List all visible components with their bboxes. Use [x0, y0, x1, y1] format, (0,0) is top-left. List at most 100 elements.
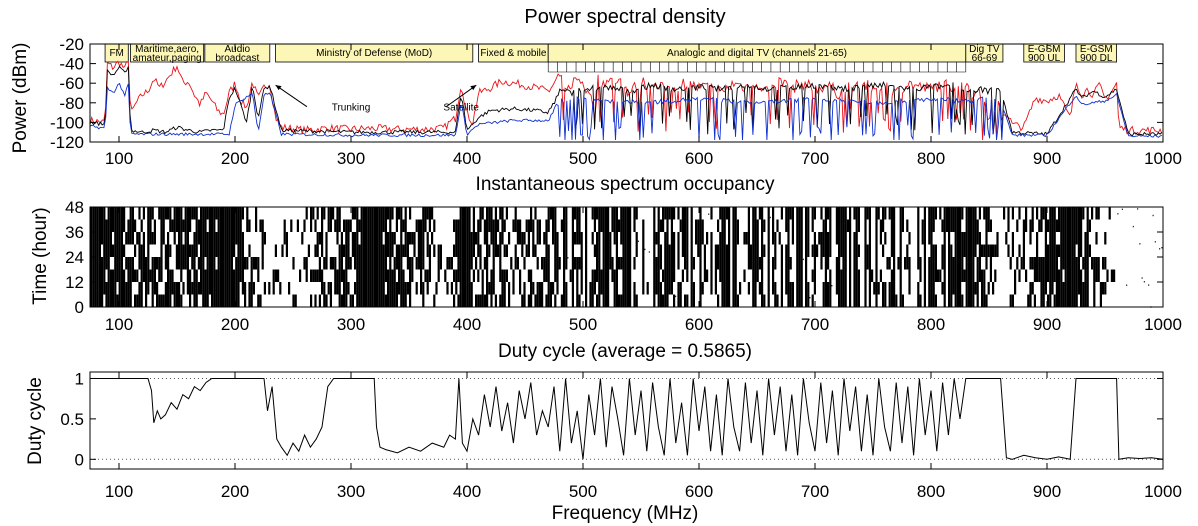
occupancy-cell: [1080, 269, 1083, 282]
occupancy-cell: [677, 207, 680, 220]
occupancy-cell: [684, 257, 687, 270]
duty-xtick-label: 900: [1033, 482, 1061, 501]
occupancy-cell: [250, 282, 253, 295]
occupancy-cell: [351, 207, 354, 220]
occupancy-cell: [162, 232, 165, 245]
occupancy-speck: [1121, 208, 1123, 210]
occupancy-cell: [780, 257, 783, 270]
occupancy-cell: [576, 294, 579, 307]
occupancy-cell: [547, 294, 550, 307]
occupancy-cell: [488, 219, 491, 232]
occupancy-cell: [961, 257, 964, 270]
occupancy-cell: [160, 294, 163, 307]
occupancy-cell: [1031, 219, 1034, 232]
occupancy-cell: [145, 257, 148, 270]
occupancy-cell: [446, 282, 449, 295]
occupancy-cell: [981, 294, 984, 307]
occupancy-cell: [362, 219, 365, 232]
occupancy-cell: [307, 244, 310, 257]
occupancy-cell: [327, 207, 330, 220]
occupancy-cell: [323, 207, 326, 220]
occupancy-cell: [1042, 257, 1045, 270]
occupancy-cell: [131, 257, 134, 270]
occupancy-cell: [1082, 294, 1085, 307]
occupancy-cell: [1097, 269, 1100, 282]
occupancy-cell: [853, 244, 856, 257]
duty-xtick-label: 1000: [1144, 482, 1182, 501]
occupancy-cell: [345, 257, 348, 270]
occupancy-column: [226, 207, 229, 307]
occupancy-cell: [983, 207, 986, 220]
occupancy-cell: [580, 232, 583, 245]
psd-series-avg-line: [89, 65, 1163, 138]
occupancy-cell: [200, 232, 203, 245]
occupancy-cell: [180, 269, 183, 282]
occupancy-cell: [508, 232, 511, 245]
occupancy-cell: [1064, 219, 1067, 232]
occupancy-cell: [677, 282, 680, 295]
occupancy-cell: [345, 219, 348, 232]
occupancy-column: [838, 207, 841, 307]
occupancy-cell: [492, 257, 495, 270]
occupancy-cell: [184, 257, 187, 270]
occupancy-cell: [149, 269, 152, 282]
occupancy-cell: [800, 219, 803, 232]
occupancy-column: [230, 207, 233, 307]
occupancy-cell: [620, 294, 623, 307]
occupancy-speck: [1137, 208, 1139, 210]
occupancy-cell: [329, 257, 332, 270]
band-label-line2: 66-69: [972, 53, 998, 64]
occupancy-cell: [285, 232, 288, 245]
occupancy-cell: [158, 294, 161, 307]
occupancy-cell: [257, 257, 260, 270]
occupancy-cell: [140, 294, 143, 307]
occupancy-cell: [796, 269, 799, 282]
occupancy-cell: [233, 244, 236, 257]
occupancy-cell: [191, 282, 194, 295]
occupancy-cell: [600, 282, 603, 295]
occupancy-cell: [116, 257, 119, 270]
occupancy-cell: [714, 257, 717, 270]
occupancy-cell: [985, 232, 988, 245]
occupancy-cell: [717, 257, 720, 270]
occupancy-cell: [800, 282, 803, 295]
occupancy-cell: [591, 207, 594, 220]
occupancy-cell: [822, 294, 825, 307]
occupancy-cell: [323, 294, 326, 307]
occupancy-cell: [387, 282, 390, 295]
occupancy-cell: [424, 207, 427, 220]
occupancy-cell: [120, 207, 123, 220]
occupancy-cell: [323, 282, 326, 295]
occupancy-cell: [840, 207, 843, 220]
occupancy-cell: [635, 232, 638, 245]
occupancy-column: [615, 207, 618, 307]
occupancy-column: [219, 207, 222, 307]
occupancy-cell: [963, 269, 966, 282]
occupancy-cell: [530, 294, 533, 307]
occupancy-cell: [534, 207, 537, 220]
occupancy-cell: [470, 257, 473, 270]
occupancy-cell: [829, 207, 832, 220]
occupancy-cell: [523, 294, 526, 307]
occupancy-cell: [620, 207, 623, 220]
occupancy-ytick-label: 48: [65, 198, 84, 217]
occupancy-cell: [961, 232, 964, 245]
occupancy-cell: [653, 269, 656, 282]
occupancy-cell: [1091, 207, 1094, 220]
occupancy-cell: [169, 294, 172, 307]
occupancy-cell: [211, 207, 214, 220]
occupancy-cell: [932, 219, 935, 232]
occupancy-cell: [505, 269, 508, 282]
occupancy-cell: [532, 282, 535, 295]
occupancy-cell: [948, 232, 951, 245]
occupancy-cell: [305, 257, 308, 270]
occupancy-cell: [552, 207, 555, 220]
occupancy-cell: [1082, 207, 1085, 220]
occupancy-cell: [813, 207, 816, 220]
occupancy-cell: [391, 244, 394, 257]
occupancy-cell: [455, 232, 458, 245]
occupancy-cell: [686, 244, 689, 257]
occupancy-cell: [356, 282, 359, 295]
occupancy-xticks: 100 200 300 400 500 600 700 800 900 1000: [105, 207, 1182, 334]
occupancy-cell: [384, 207, 387, 220]
